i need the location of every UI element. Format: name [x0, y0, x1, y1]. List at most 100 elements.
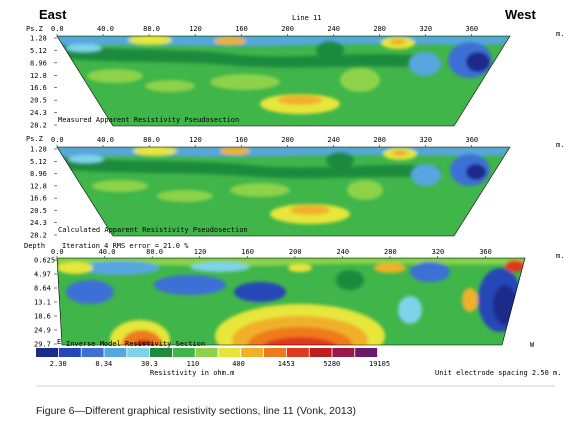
p3-right-marker: W [530, 341, 535, 349]
p1-x-tick-label: 320 [419, 25, 432, 33]
legend-swatch [150, 348, 172, 357]
p3-x-tick-label: 120 [194, 248, 207, 256]
legend-swatch [355, 348, 378, 357]
p2-color-field [57, 147, 510, 236]
legend-swatch [127, 348, 150, 357]
p1-x-tick-label: 240 [327, 25, 340, 33]
p2-x-tick-label: 360 [465, 136, 478, 144]
p3-y-tick-label: 29.7 [34, 341, 51, 349]
p1-y-tick-label: 5.12 [30, 47, 47, 55]
p1-y-tick-label: 1.28 [30, 35, 47, 43]
p2-y-axis-title: Ps.Z [26, 135, 43, 143]
panel-calculated: Ps.Z 0.0 40.0 80.0 120 160 200 240 280 320 360 1.… [26, 135, 564, 240]
p3-x-tick-label: 160 [241, 248, 254, 256]
p1-x-tick-label: 280 [373, 25, 386, 33]
p1-x-tick-label: 360 [465, 25, 478, 33]
p1-y-tick-label: 28.2 [30, 122, 47, 130]
p2-x-tick-label: 200 [281, 136, 294, 144]
p2-y-tick-label: 16.6 [30, 195, 47, 203]
p2-y-tick-label: 20.5 [30, 207, 47, 215]
p3-x-tick-label: 40.0 [99, 248, 116, 256]
p3-x-tick-label: 0.0 [51, 248, 64, 256]
p3-x-tick-label: 320 [432, 248, 445, 256]
east-label: East [39, 7, 67, 22]
p2-y-tick-label: 8.96 [30, 170, 47, 178]
p3-y-tick-label: 0.625 [34, 257, 55, 265]
p3-y-axis-title: Depth [24, 242, 45, 250]
p2-x-tick-label: 80.0 [143, 136, 160, 144]
legend-swatch [286, 348, 309, 357]
legend-swatch [332, 348, 355, 357]
legend-swatch [81, 348, 104, 357]
p1-title: Measured Apparent Resistivity Pseudosect… [58, 116, 239, 124]
color-legend: 2.30 8.34 30.3 110 400 1453 5280 19105 Resistiv… [36, 348, 561, 377]
p1-x-tick-label: 160 [235, 25, 248, 33]
legend-unit-label: Resistivity in ohm.m [150, 369, 234, 377]
p3-color-field [57, 258, 525, 345]
p1-y-tick-label: 12.8 [30, 72, 47, 80]
legend-label: 19105 [369, 360, 390, 368]
p2-x-tick-label: 160 [235, 136, 248, 144]
legend-label: 8.34 [95, 360, 112, 368]
p3-y-tick-label: 4.97 [34, 271, 51, 279]
p3-x-tick-label: 280 [384, 248, 397, 256]
p3-title: Inverse Model Resistivity Section [66, 340, 205, 348]
legend-label: 30.3 [141, 360, 158, 368]
p1-y-tick-label: 16.6 [30, 84, 47, 92]
p3-y-tick-label: 8.64 [34, 285, 51, 293]
p1-x-unit: m. [556, 30, 564, 38]
p2-y-tick-label: 28.2 [30, 232, 47, 240]
p1-y-tick-label: 8.96 [30, 59, 47, 67]
p1-y-tick-label: 24.3 [30, 109, 47, 117]
p3-iteration-text: Iteration 4 RMS error = 21.0 % [62, 242, 189, 250]
p1-x-tick-label: 120 [189, 25, 202, 33]
legend-swatch [218, 348, 241, 357]
p1-y-axis-title: Ps.Z [26, 25, 43, 33]
p2-x-unit: m. [556, 141, 564, 149]
figure-caption: Figure 6—Different graphical resistivity… [36, 405, 356, 417]
legend-label: 400 [232, 360, 245, 368]
p1-x-tick-label: 0.0 [51, 25, 64, 33]
p2-y-tick-label: 12.8 [30, 182, 47, 190]
legend-swatch [241, 348, 264, 357]
p3-x-tick-label: 200 [289, 248, 302, 256]
p3-x-tick-label: 240 [336, 248, 349, 256]
p1-color-field [57, 36, 510, 126]
p2-y-tick-label: 1.28 [30, 146, 47, 154]
legend-swatch [264, 348, 286, 357]
p3-y-tick-label: 24.9 [34, 327, 51, 335]
legend-swatch [172, 348, 195, 357]
p2-y-tick-label: 24.3 [30, 219, 47, 227]
p3-x-unit: m. [556, 252, 564, 260]
legend-swatch [195, 348, 218, 357]
p3-y-tick-label: 18.6 [34, 313, 51, 321]
p2-x-tick-label: 240 [327, 136, 340, 144]
p3-x-tick-label: 80.0 [146, 248, 163, 256]
west-label: West [505, 7, 536, 22]
legend-swatch [58, 348, 81, 357]
p2-title: Calculated Apparent Resistivity Pseudose… [58, 226, 248, 234]
p1-y-tick-label: 20.5 [30, 97, 47, 105]
p2-y-tick-label: 5.12 [30, 158, 47, 166]
line-label: Line 11 [292, 14, 322, 22]
legend-swatch [104, 348, 127, 357]
p2-x-tick-label: 320 [419, 136, 432, 144]
legend-label: 5280 [323, 360, 340, 368]
p3-x-tick-label: 360 [479, 248, 492, 256]
legend-label: 1453 [278, 360, 295, 368]
p3-left-marker: E [57, 338, 61, 346]
p2-x-tick-label: 0.0 [51, 136, 64, 144]
p2-x-tick-label: 40.0 [97, 136, 114, 144]
legend-swatch [309, 348, 332, 357]
panel-inverse: Depth Iteration 4 RMS error = 21.0 % 0.0… [24, 242, 564, 349]
electrode-spacing: Unit electrode spacing 2.50 m. [435, 369, 561, 377]
legend-swatch [36, 348, 58, 357]
legend-label: 2.30 [50, 360, 67, 368]
p1-x-tick-label: 40.0 [97, 25, 114, 33]
p3-y-tick-label: 13.1 [34, 299, 51, 307]
p2-x-tick-label: 120 [189, 136, 202, 144]
p1-x-tick-label: 200 [281, 25, 294, 33]
p2-x-tick-label: 280 [373, 136, 386, 144]
panel-measured: Ps.Z 0.0 40.0 80.0 120 160 200 240 280 320 360 1.… [26, 25, 564, 130]
